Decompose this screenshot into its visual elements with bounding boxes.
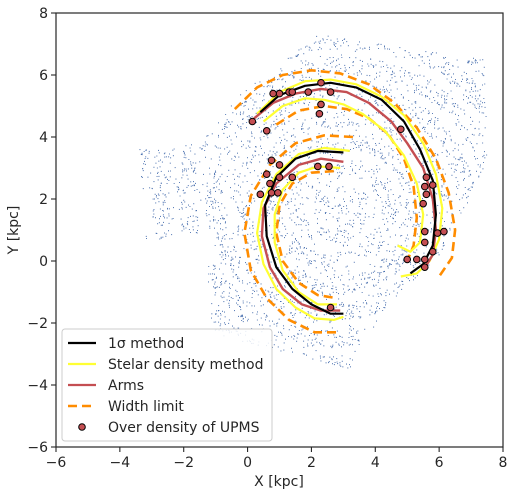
upms-point: [262, 170, 271, 178]
one-sigma-curve-0: [259, 81, 437, 275]
stellar-density-curve-2: [256, 146, 350, 321]
upms-point: [419, 199, 427, 208]
y-tick-label: 8: [39, 6, 48, 22]
upms-point: [428, 181, 437, 189]
upms-point: [267, 156, 276, 165]
legend-label: 1σ method: [108, 336, 184, 352]
legend-label: Arms: [108, 378, 144, 394]
stellar-density-curve-3: [273, 165, 341, 306]
y-tick-label: 4: [39, 130, 48, 146]
upms-point: [420, 263, 429, 272]
upms-point: [274, 189, 282, 197]
upms-point: [275, 173, 284, 182]
width-limit-curve-2: [243, 134, 353, 334]
x-tick-label: 2: [307, 455, 316, 471]
x-tick-label: 0: [243, 455, 252, 471]
arm-curve-1: [260, 157, 344, 312]
upms-point: [440, 227, 448, 236]
legend-marker-upms: [78, 423, 86, 431]
y-tick-label: 6: [39, 68, 48, 84]
x-axis-label: X [kpc]: [254, 474, 304, 490]
upms-point: [288, 88, 297, 96]
upms-point: [269, 89, 277, 98]
axis-ticks: −6 −4 −2 0 2 4 6 8 −6 −4 −2 0 2 4 6 8: [27, 6, 507, 471]
x-tick-label: −4: [110, 455, 131, 471]
upms-point: [403, 255, 412, 264]
upms-markers: [248, 78, 448, 312]
one-sigma-curve-1: [264, 149, 344, 315]
width-limit-curve-0: [233, 69, 457, 278]
upms-point: [304, 88, 313, 96]
y-tick-label: 2: [39, 192, 48, 208]
upms-point: [262, 127, 271, 135]
upms-point: [275, 89, 284, 98]
y-tick-label: −6: [27, 440, 48, 456]
legend-label: Width limit: [108, 399, 184, 415]
upms-point: [288, 173, 297, 182]
upms-point: [397, 125, 405, 134]
upms-point: [317, 100, 325, 109]
x-tick-label: −2: [173, 455, 194, 471]
upms-point: [315, 109, 324, 118]
upms-point: [420, 182, 429, 191]
upms-point: [422, 173, 431, 182]
upms-point: [325, 162, 333, 171]
x-tick-label: 4: [371, 455, 380, 471]
upms-point: [420, 255, 429, 264]
legend-box: [61, 328, 273, 442]
stellar-density-curve-1: [262, 97, 425, 253]
y-tick-label: −2: [27, 316, 48, 332]
plot-frame: [55, 12, 504, 448]
upms-point: [256, 190, 265, 199]
upms-point: [420, 227, 429, 236]
upms-point: [266, 179, 274, 188]
legend-label: Stelar density method: [108, 357, 264, 373]
particle-field: [139, 35, 488, 369]
legend: 1σ method Stelar density method Arms Width …: [61, 328, 273, 442]
upms-point: [275, 161, 284, 169]
x-tick-label: 8: [499, 455, 508, 471]
legend-label: Over density of UPMS: [108, 420, 260, 436]
upms-point: [326, 88, 335, 96]
upms-point: [248, 117, 257, 126]
scatter-points: [139, 35, 488, 369]
upms-point: [314, 162, 322, 171]
upms-point: [422, 190, 431, 199]
upms-point: [267, 189, 276, 197]
upms-point: [412, 255, 421, 264]
y-tick-label: −4: [27, 378, 48, 394]
upms-point: [326, 303, 335, 312]
curves-layer: [233, 69, 457, 334]
upms-point: [317, 78, 325, 87]
y-tick-label: 0: [39, 254, 48, 270]
width-limit-curve-1: [275, 104, 419, 262]
x-tick-label: −6: [46, 455, 67, 471]
y-axis-label: Y [kpc]: [6, 206, 22, 256]
upms-point: [428, 247, 437, 256]
upms-point: [433, 229, 442, 237]
upms-point: [420, 238, 429, 247]
width-limit-curve-3: [275, 169, 338, 300]
x-tick-label: 6: [435, 455, 444, 471]
